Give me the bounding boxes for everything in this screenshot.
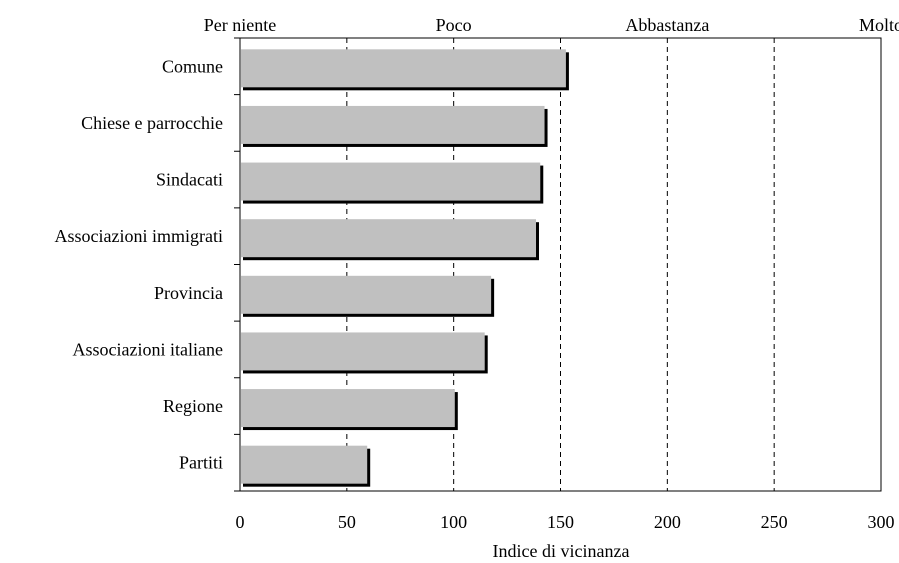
top-scale-label: Abbastanza: [625, 15, 709, 35]
category-label: Provincia: [154, 283, 223, 303]
top-scale-label: Poco: [436, 15, 472, 35]
category-label: Chiese e parrocchie: [81, 113, 223, 133]
x-axis-tick-labels: 0 50 100 150 200 250 300: [236, 512, 895, 532]
bar: [241, 219, 536, 258]
x-tick-label: 100: [440, 512, 467, 532]
category-label: Associazioni immigrati: [55, 226, 223, 246]
x-tick-label: 50: [338, 512, 356, 532]
x-tick-label: 150: [547, 512, 574, 532]
bar: [241, 332, 485, 371]
category-label: Comune: [162, 56, 223, 76]
top-scale-label: Per niente: [204, 15, 276, 35]
bars: [241, 49, 569, 487]
x-tick-label: 200: [654, 512, 681, 532]
category-label: Sindacati: [156, 170, 223, 190]
x-axis-title: Indice di vicinanza: [493, 541, 630, 561]
bar: [241, 445, 368, 484]
y-axis-ticks: [234, 37, 240, 492]
bar: [241, 105, 545, 144]
top-scale-labels: Per niente Poco Abbastanza Molto: [204, 15, 899, 35]
x-tick-label: 300: [868, 512, 895, 532]
x-tick-label: 0: [236, 512, 245, 532]
bar: [241, 162, 541, 201]
bar: [241, 49, 566, 88]
category-label: Associazioni italiane: [73, 339, 223, 359]
category-label: Partiti: [179, 453, 223, 473]
bar: [241, 275, 492, 314]
category-labels: Comune Chiese e parrocchie Sindacati Associ…: [55, 56, 223, 472]
x-tick-label: 250: [761, 512, 788, 532]
category-label: Regione: [163, 396, 223, 416]
bar: [241, 389, 455, 428]
top-scale-label: Molto: [859, 15, 899, 35]
